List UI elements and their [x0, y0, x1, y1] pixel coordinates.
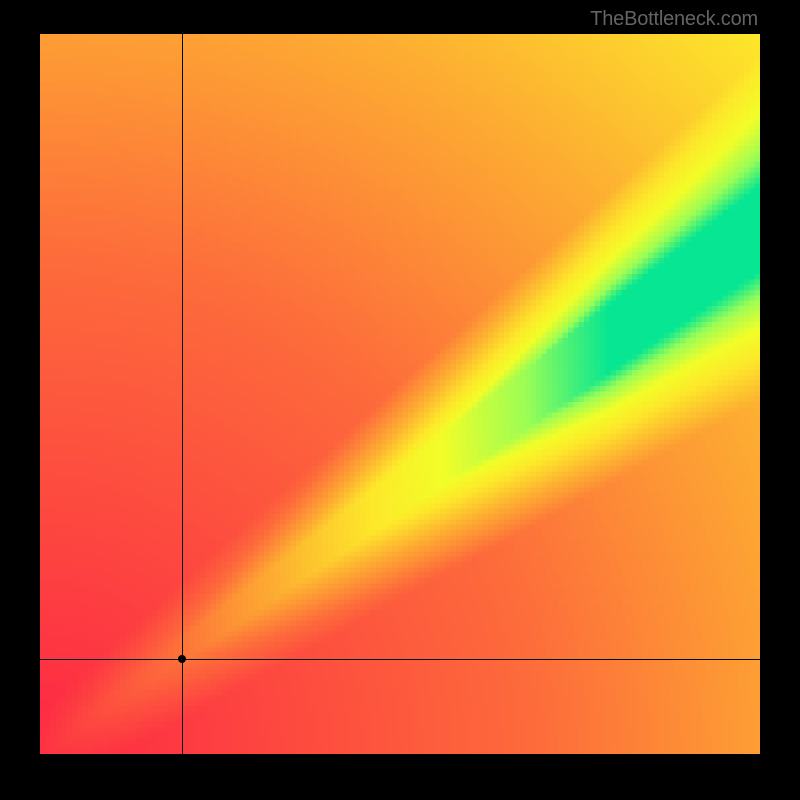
heatmap-plot — [40, 34, 760, 754]
crosshair-vertical — [182, 34, 183, 754]
crosshair-horizontal — [40, 659, 760, 660]
watermark-text: TheBottleneck.com — [590, 8, 758, 31]
intersection-marker — [178, 655, 186, 663]
heatmap-canvas — [40, 34, 760, 754]
